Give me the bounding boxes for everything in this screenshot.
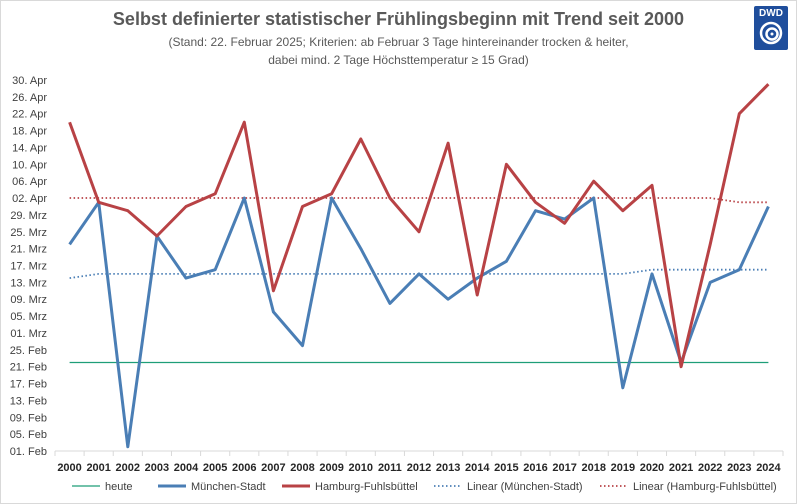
series-line-muenchen: [68, 196, 770, 449]
y-tick-label: 14. Apr: [12, 142, 47, 154]
x-tick-label: 2010: [349, 462, 373, 474]
y-tick-label: 01. Mrz: [10, 328, 47, 340]
y-tick-label: 26. Apr: [12, 92, 47, 104]
y-tick-label: 22. Apr: [12, 109, 47, 121]
x-tick-label: 2016: [523, 462, 547, 474]
y-tick-label: 21. Mrz: [10, 244, 47, 256]
x-tick-label: 2004: [174, 462, 199, 474]
dwd-logo-text: DWD: [759, 8, 783, 19]
y-tick-label: 10. Apr: [12, 159, 47, 171]
chart-subtitle-line-1: (Stand: 22. Februar 2025; Kriterien: ab …: [168, 35, 629, 49]
x-tick-label: 2024: [756, 462, 781, 474]
x-tick-label: 2005: [203, 462, 227, 474]
y-tick-label: 02. Apr: [12, 193, 47, 205]
y-tick-label: 21. Feb: [10, 362, 47, 374]
x-tick-label: 2002: [116, 462, 140, 474]
x-tick-label: 2001: [86, 462, 110, 474]
y-tick-label: 18. Apr: [12, 126, 47, 138]
x-tick-label: 2014: [465, 462, 490, 474]
legend-label-trend_hamburg: Linear (Hamburg-Fuhlsbüttel): [633, 481, 777, 493]
y-axis: 30. Apr 26. Apr 22. Apr 18. Apr 14. Apr 10. A…: [10, 75, 48, 458]
y-tick-label: 13. Feb: [10, 395, 47, 407]
y-tick-label: 25. Mrz: [10, 227, 47, 239]
y-tick-label: 13. Mrz: [10, 277, 47, 289]
x-tick-label: 2018: [581, 462, 605, 474]
y-tick-label: 05. Feb: [10, 429, 47, 441]
swirl-icon: [759, 21, 783, 45]
y-tick-label: 01. Feb: [10, 446, 47, 458]
y-tick-label: 29. Mrz: [10, 210, 47, 222]
series-line-hamburg: [68, 83, 770, 369]
y-tick-label: 09. Feb: [10, 412, 47, 424]
x-tick-label: 2021: [669, 462, 693, 474]
chart-subtitle-line-2: dabei mind. 2 Tage Höchsttemperatur ≥ 15…: [268, 53, 529, 67]
y-tick-label: 05. Mrz: [10, 311, 47, 323]
x-tick-label: 2011: [378, 462, 402, 474]
y-tick-label: 17. Feb: [10, 379, 47, 391]
y-tick-label: 17. Mrz: [10, 261, 47, 273]
plot-area: [68, 83, 770, 449]
chart-title: Selbst definierter statistischer Frühlin…: [112, 9, 685, 29]
legend: heute München-Stadt Hamburg-Fuhlsbüttel Lin…: [72, 481, 777, 493]
series-line-trend_muenchen: [69, 268, 769, 279]
x-tick-label: 2015: [494, 462, 518, 474]
y-tick-label: 30. Apr: [12, 75, 47, 87]
x-tick-label: 2000: [57, 462, 81, 474]
series-line-trend_hamburg: [69, 197, 769, 204]
x-tick-label: 2019: [611, 462, 635, 474]
x-tick-label: 2023: [727, 462, 751, 474]
y-tick-label: 09. Mrz: [10, 294, 47, 306]
dwd-logo: DWD: [754, 6, 788, 50]
legend-label-heute: heute: [105, 481, 133, 493]
x-tick-label: 2017: [552, 462, 576, 474]
x-tick-label: 2008: [290, 462, 314, 474]
x-axis: 2000 2001 2002 2003 2004 2005 2006 2007 2008 2009…: [54, 450, 784, 474]
legend-label-muenchen: München-Stadt: [191, 481, 266, 493]
x-tick-label: 2013: [436, 462, 460, 474]
y-tick-label: 06. Apr: [12, 176, 47, 188]
x-tick-label: 2022: [698, 462, 722, 474]
x-tick-label: 2009: [319, 462, 343, 474]
x-tick-label: 2003: [145, 462, 169, 474]
legend-label-trend_muenchen: Linear (München-Stadt): [467, 481, 583, 493]
x-tick-label: 2020: [640, 462, 664, 474]
x-tick-label: 2006: [232, 462, 256, 474]
legend-label-hamburg: Hamburg-Fuhlsbüttel: [315, 481, 418, 493]
x-tick-label: 2007: [261, 462, 285, 474]
x-tick-label: 2012: [407, 462, 431, 474]
y-tick-label: 25. Feb: [10, 345, 47, 357]
